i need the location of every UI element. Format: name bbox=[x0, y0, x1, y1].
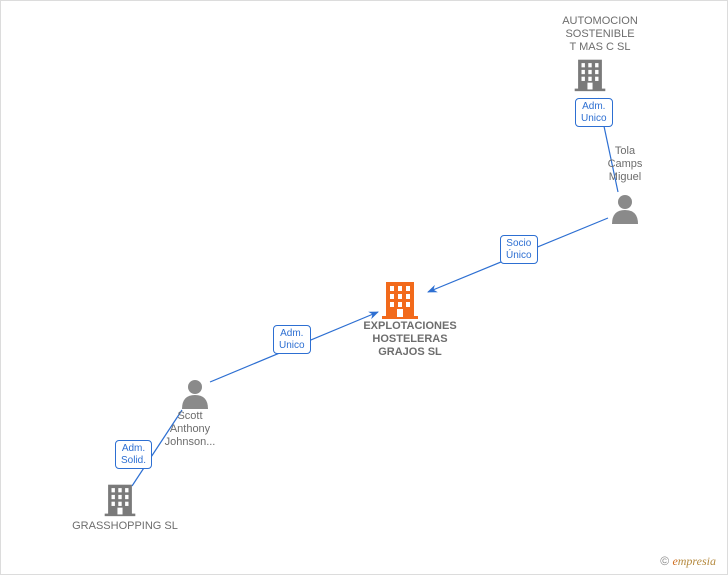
node-label: Scott Anthony Johnson... bbox=[150, 410, 230, 450]
node-label: Tola Camps Miguel bbox=[590, 145, 660, 185]
edge-label: Adm. Unico bbox=[575, 98, 613, 127]
brand-name: empresia bbox=[672, 554, 716, 568]
edge-label: Adm. Unico bbox=[273, 325, 311, 354]
node-label: AUTOMOCION SOSTENIBLE T MAS C SL bbox=[555, 15, 645, 55]
node-label: GRASSHOPPING SL bbox=[60, 520, 190, 533]
footer-copyright: © empresia bbox=[660, 554, 716, 569]
copyright-symbol: © bbox=[660, 554, 669, 568]
company-icon[interactable] bbox=[105, 485, 136, 516]
person-icon[interactable] bbox=[182, 380, 208, 409]
company-icon[interactable] bbox=[382, 282, 418, 319]
node-label: EXPLOTACIONES HOSTELERAS GRAJOS SL bbox=[350, 320, 470, 360]
edge-label: Socio Único bbox=[500, 235, 538, 264]
company-icon[interactable] bbox=[575, 60, 606, 91]
diagram-canvas bbox=[0, 0, 728, 575]
person-icon[interactable] bbox=[612, 195, 638, 224]
edge-label: Adm. Solid. bbox=[115, 440, 152, 469]
